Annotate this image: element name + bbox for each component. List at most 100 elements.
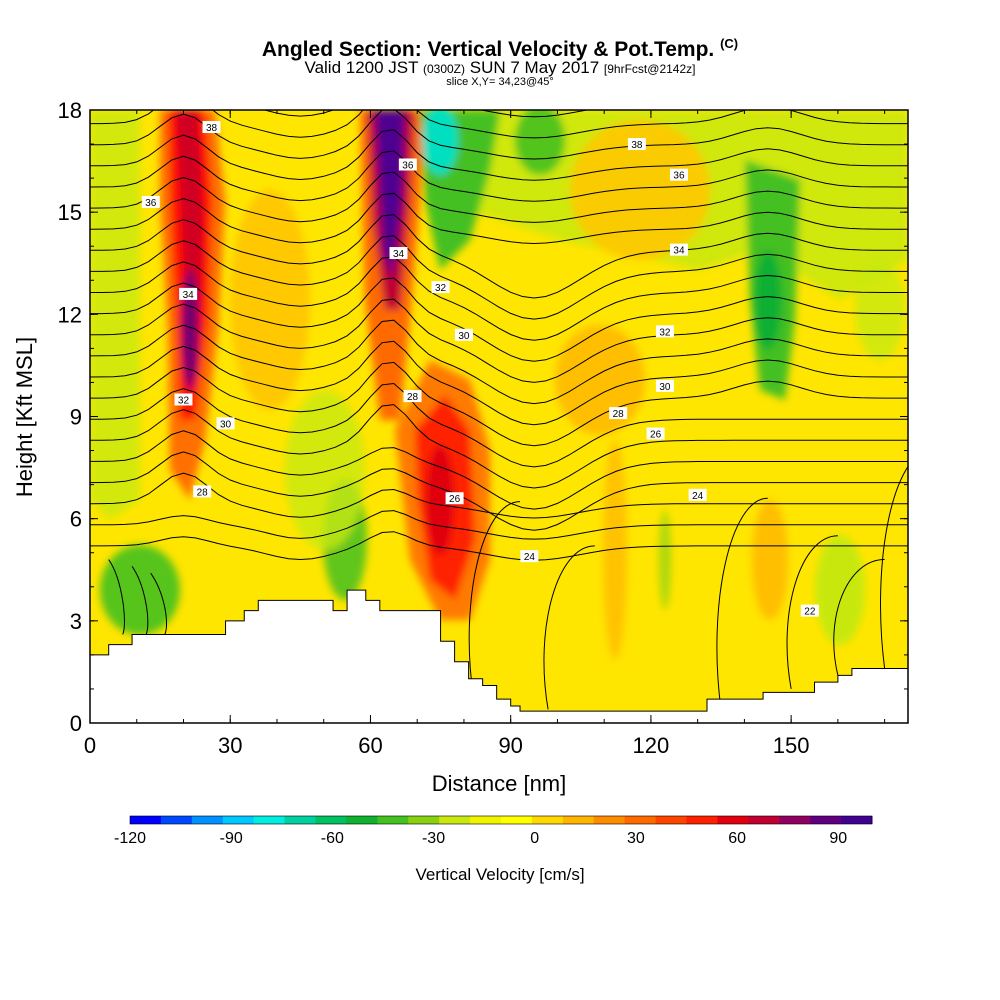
contour-label-box (688, 488, 707, 501)
colorbar-tick-label: -90 (220, 830, 243, 847)
colorbar-swatch (686, 816, 718, 824)
terrain (90, 589, 908, 723)
x-axis-label: Distance [nm] (432, 771, 567, 796)
isentrope-line (90, 256, 908, 341)
velocity-field: 38 38 36 36 36 34 34 34 32 32 32 30 30 30 28 28 28 26 26 24… (90, 110, 908, 723)
isentrope-line (880, 465, 908, 669)
contour-label: 34 (183, 290, 195, 301)
contour-label-box (655, 325, 674, 338)
colorbar-swatch (160, 816, 193, 824)
contour-label: 32 (659, 327, 671, 338)
isentrope-line (90, 472, 908, 519)
isentrope-line (90, 340, 908, 426)
shade-mid-yellowgreen (285, 390, 365, 550)
shade-orange-a (570, 120, 710, 260)
contour-label-box (669, 168, 688, 181)
contour-label: 36 (673, 171, 685, 182)
isentrope-line (108, 559, 125, 635)
contour-label: 28 (197, 487, 209, 498)
isentrope-line (833, 559, 885, 676)
contour-label: 38 (631, 140, 643, 151)
contour-label-box (389, 247, 408, 260)
isentrope-line (90, 510, 908, 540)
y-tick-label: 15 (58, 200, 82, 225)
contour-label-box (646, 427, 665, 440)
y-tick-label: 3 (70, 609, 82, 634)
shade-lower-right-a (815, 535, 865, 645)
isentrope-line (90, 430, 908, 510)
colorbar-tick-label: 90 (829, 830, 847, 847)
colorbar-tick-label: 0 (530, 830, 539, 847)
isentrope-line (90, 319, 908, 405)
shade-orange-d (752, 500, 788, 620)
isentrope-line (786, 535, 838, 690)
slice-info: slice X,Y= 34,23@45° (446, 76, 554, 88)
isentrope-line (90, 404, 908, 489)
contour-label-box (669, 243, 688, 256)
isentrope-line (90, 110, 908, 139)
isentrope-line (90, 214, 908, 299)
contour-label: 24 (524, 552, 536, 563)
contour-label: 24 (692, 491, 704, 502)
contour-label-box (800, 604, 819, 617)
isentrope-line (150, 572, 168, 635)
potential-temperature-contours (90, 110, 908, 710)
isentrope-line (543, 545, 595, 710)
shade-right-downdraft-core (754, 250, 782, 350)
colorbar-swatch (748, 816, 780, 824)
x-axis: 0 30 60 90 120 150 (84, 110, 886, 758)
y-tick-label: 9 (70, 405, 82, 430)
contour-label-box (520, 550, 539, 563)
contour-label: 36 (402, 160, 414, 171)
contour-label-box (193, 485, 212, 498)
chart-subtitle: Valid 1200 JST (0300Z) SUN 7 May 2017 [9… (0, 58, 1000, 78)
colorbar-swatch (253, 816, 286, 824)
isentrope-line (90, 171, 908, 223)
contour-label-layer: 38 38 36 36 36 34 34 34 32 32 32 30 30 30 28 28 28 26 26 24… (141, 121, 819, 618)
colorbar-tick-label: 30 (627, 830, 645, 847)
contour-label: 32 (178, 395, 190, 406)
contour-label: 28 (613, 409, 625, 420)
colorbar-swatch (779, 816, 811, 824)
valid-z: (0300Z) (422, 62, 465, 76)
contour-label-box (431, 281, 450, 294)
isentrope-line (468, 501, 521, 696)
contour-label: 26 (650, 430, 662, 441)
colorbar-swatch (501, 816, 533, 824)
isentrope-line (90, 361, 908, 447)
contour-label-box (454, 328, 473, 341)
contour-label-box (216, 417, 235, 430)
contour-label: 36 (145, 198, 157, 209)
contour-label-box (445, 492, 464, 505)
colorbar-label: Vertical Velocity [cm/s] (415, 865, 584, 884)
isentrope-line (90, 277, 908, 362)
colorbar-swatch (593, 816, 626, 824)
colorbar-swatch (655, 816, 687, 824)
shade-orange-b (555, 325, 645, 435)
forecast-info: [9hrFcst@2142z] (603, 62, 696, 76)
shade-low-updraft-core (426, 445, 454, 555)
shade-left-updraft-core (182, 270, 198, 390)
x-tick-label: 30 (218, 733, 242, 758)
contour-label: 30 (220, 419, 232, 430)
isentrope-line (90, 192, 908, 245)
colorbar-swatch (284, 816, 316, 824)
y-tick-label: 6 (70, 507, 82, 532)
colorbar-tick-label: -30 (422, 830, 445, 847)
shade-lower-right-c (659, 510, 671, 610)
colorbar-swatch (562, 816, 595, 824)
colorbar-frame (129, 815, 873, 825)
contour-label: 26 (449, 494, 461, 505)
contour-label: 34 (673, 246, 685, 257)
isentrope-line (90, 150, 908, 202)
contour-label-box (609, 407, 628, 420)
contour-label-box (141, 195, 160, 208)
x-tick-label: 120 (633, 733, 670, 758)
chart-title-text: Angled Section: Vertical Velocity & Pot.… (261, 38, 715, 61)
shade-orange-c (230, 190, 310, 410)
contour-label: 34 (393, 249, 405, 260)
isentrope-line (90, 110, 908, 160)
contour-label: 38 (206, 123, 218, 134)
